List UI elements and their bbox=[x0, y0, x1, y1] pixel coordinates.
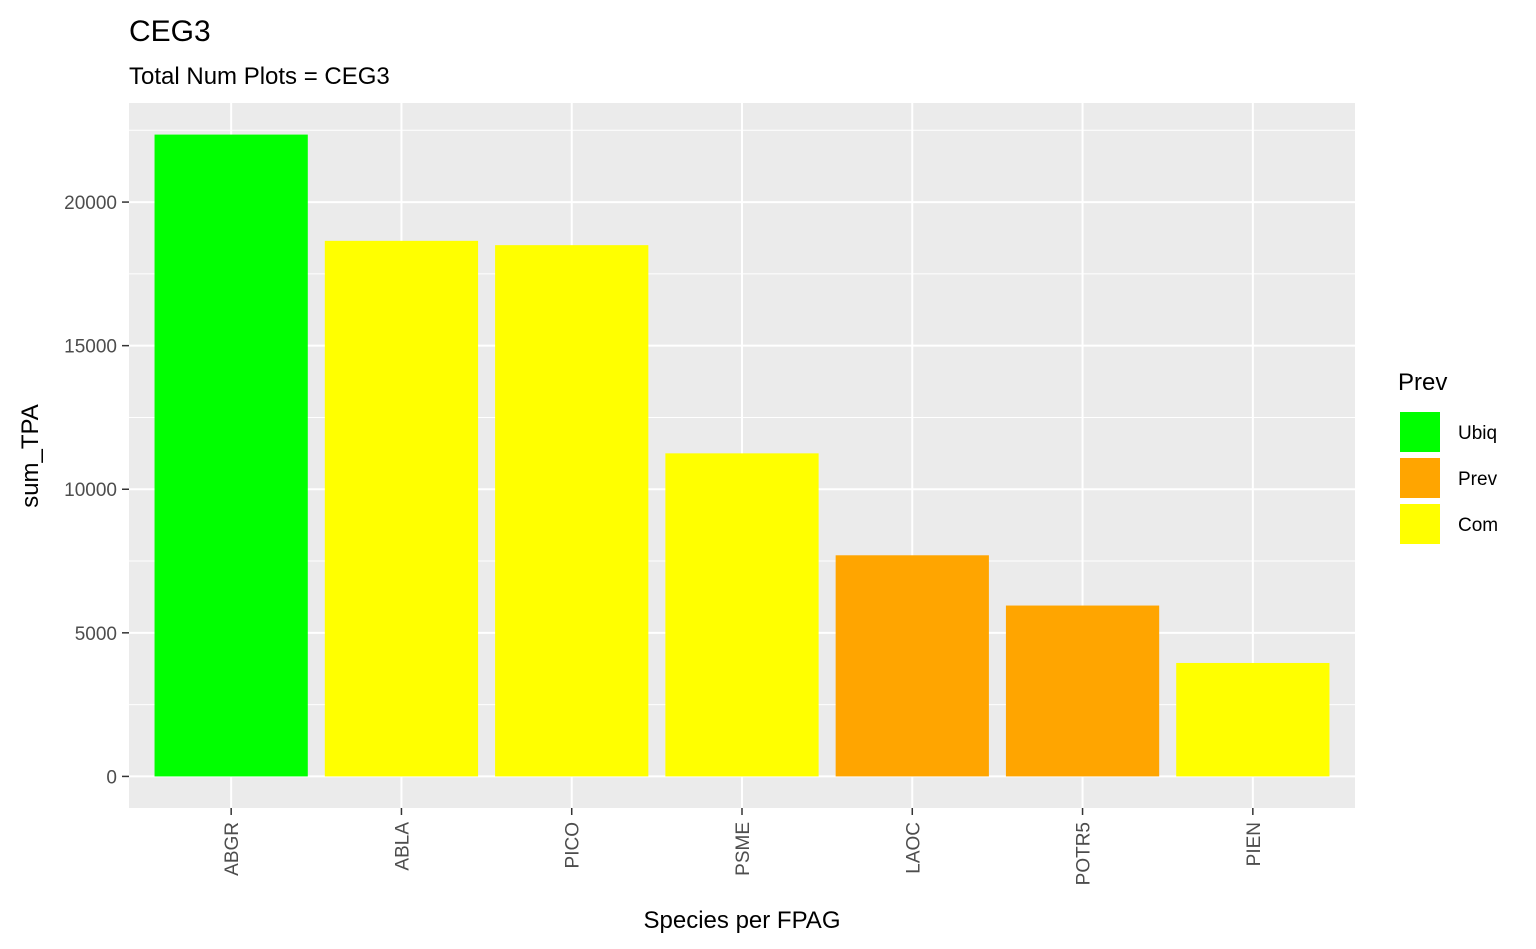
x-tick-label: POTR5 bbox=[1074, 822, 1095, 885]
x-tick-label: PICO bbox=[563, 822, 584, 868]
x-axis-title: Species per FPAG bbox=[644, 907, 841, 934]
bars bbox=[154, 134, 1330, 777]
bar-pien bbox=[1176, 662, 1330, 777]
x-tick-label: ABGR bbox=[222, 822, 243, 876]
x-tick-label: PIEN bbox=[1244, 822, 1265, 866]
legend-label: Prev bbox=[1458, 469, 1498, 490]
legend-label: Ubiq bbox=[1458, 423, 1497, 444]
x-axis-ticks: ABGR ABLA PICO PSME LAOC POTR5 PIEN bbox=[222, 808, 1265, 885]
bar-pico bbox=[495, 245, 649, 777]
legend-key-prev bbox=[1400, 458, 1440, 498]
bar-abla bbox=[324, 240, 479, 777]
chart-title: CEG3 bbox=[129, 15, 211, 48]
bar-potr5 bbox=[1005, 605, 1160, 777]
bar-psme bbox=[665, 453, 819, 777]
y-axis-ticks: 0 5000 10000 15000 20000 bbox=[64, 193, 129, 788]
bar-abgr bbox=[154, 134, 308, 777]
y-tick-label: 0 bbox=[106, 767, 117, 788]
x-tick-label: PSME bbox=[733, 822, 754, 876]
y-tick-label: 20000 bbox=[64, 193, 117, 214]
y-tick-label: 5000 bbox=[75, 624, 117, 645]
bar-laoc bbox=[835, 555, 989, 777]
y-tick-label: 15000 bbox=[64, 337, 117, 358]
y-tick-label: 10000 bbox=[64, 480, 117, 501]
chart-subtitle: Total Num Plots = CEG3 bbox=[129, 63, 390, 90]
x-tick-label: ABLA bbox=[392, 822, 413, 871]
y-axis-title: sum_TPA bbox=[17, 404, 44, 508]
x-tick-label: LAOC bbox=[903, 822, 924, 874]
legend-key-ubiq bbox=[1400, 412, 1440, 452]
legend-label: Com bbox=[1458, 515, 1498, 536]
legend: Prev Ubiq Prev Com bbox=[1398, 369, 1498, 546]
legend-key-com bbox=[1400, 504, 1440, 544]
legend-title: Prev bbox=[1398, 369, 1447, 396]
